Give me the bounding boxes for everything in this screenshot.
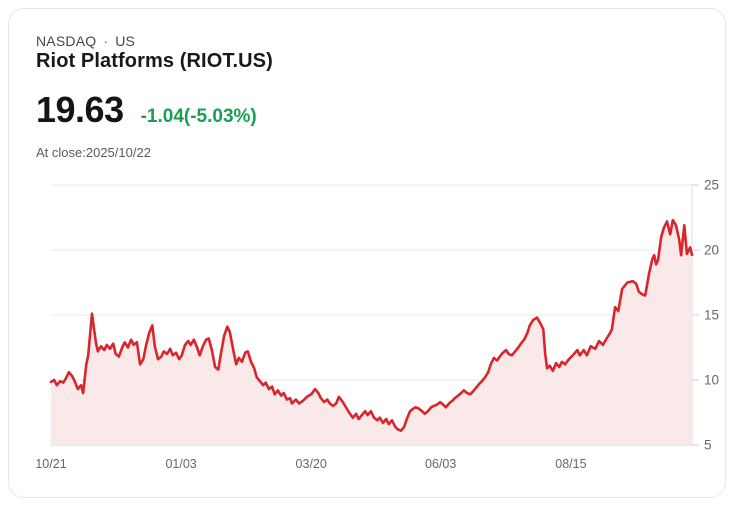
price-row: 19.63 -1.04(-5.03%)	[36, 89, 257, 131]
x-tick-label-1: 01/03	[165, 457, 196, 471]
quote-card: NASDAQ · US Riot Platforms (RIOT.US) 19.…	[8, 8, 726, 498]
y-tick-label-20: 20	[704, 243, 719, 258]
price-line	[49, 218, 694, 432]
x-tick-label-0: 10/21	[35, 457, 66, 471]
exchange-label: NASDAQ	[36, 33, 97, 49]
x-tick-label-3: 06/03	[425, 457, 456, 471]
y-tick-label-5: 5	[704, 438, 712, 453]
as-of-label: At close:2025/10/22	[36, 145, 151, 160]
region-label: US	[115, 33, 136, 49]
y-tick-label-10: 10	[704, 373, 719, 388]
exchange-row: NASDAQ · US	[36, 33, 135, 49]
area-fill	[51, 220, 692, 445]
dot-separator: ·	[103, 33, 109, 49]
stock-title: Riot Platforms (RIOT.US)	[36, 50, 273, 72]
y-tick-label-15: 15	[704, 308, 719, 323]
x-tick-label-2: 03/20	[296, 457, 327, 471]
price-chart[interactable]: 25 20 15 10 5 10/21 01/03 03/20 06/03 08/15	[9, 9, 736, 508]
price-change: -1.04(-5.03%)	[140, 106, 257, 127]
last-price: 19.63	[36, 89, 124, 130]
x-tick-label-4: 08/15	[555, 457, 586, 471]
y-tick-label-25: 25	[704, 178, 719, 193]
